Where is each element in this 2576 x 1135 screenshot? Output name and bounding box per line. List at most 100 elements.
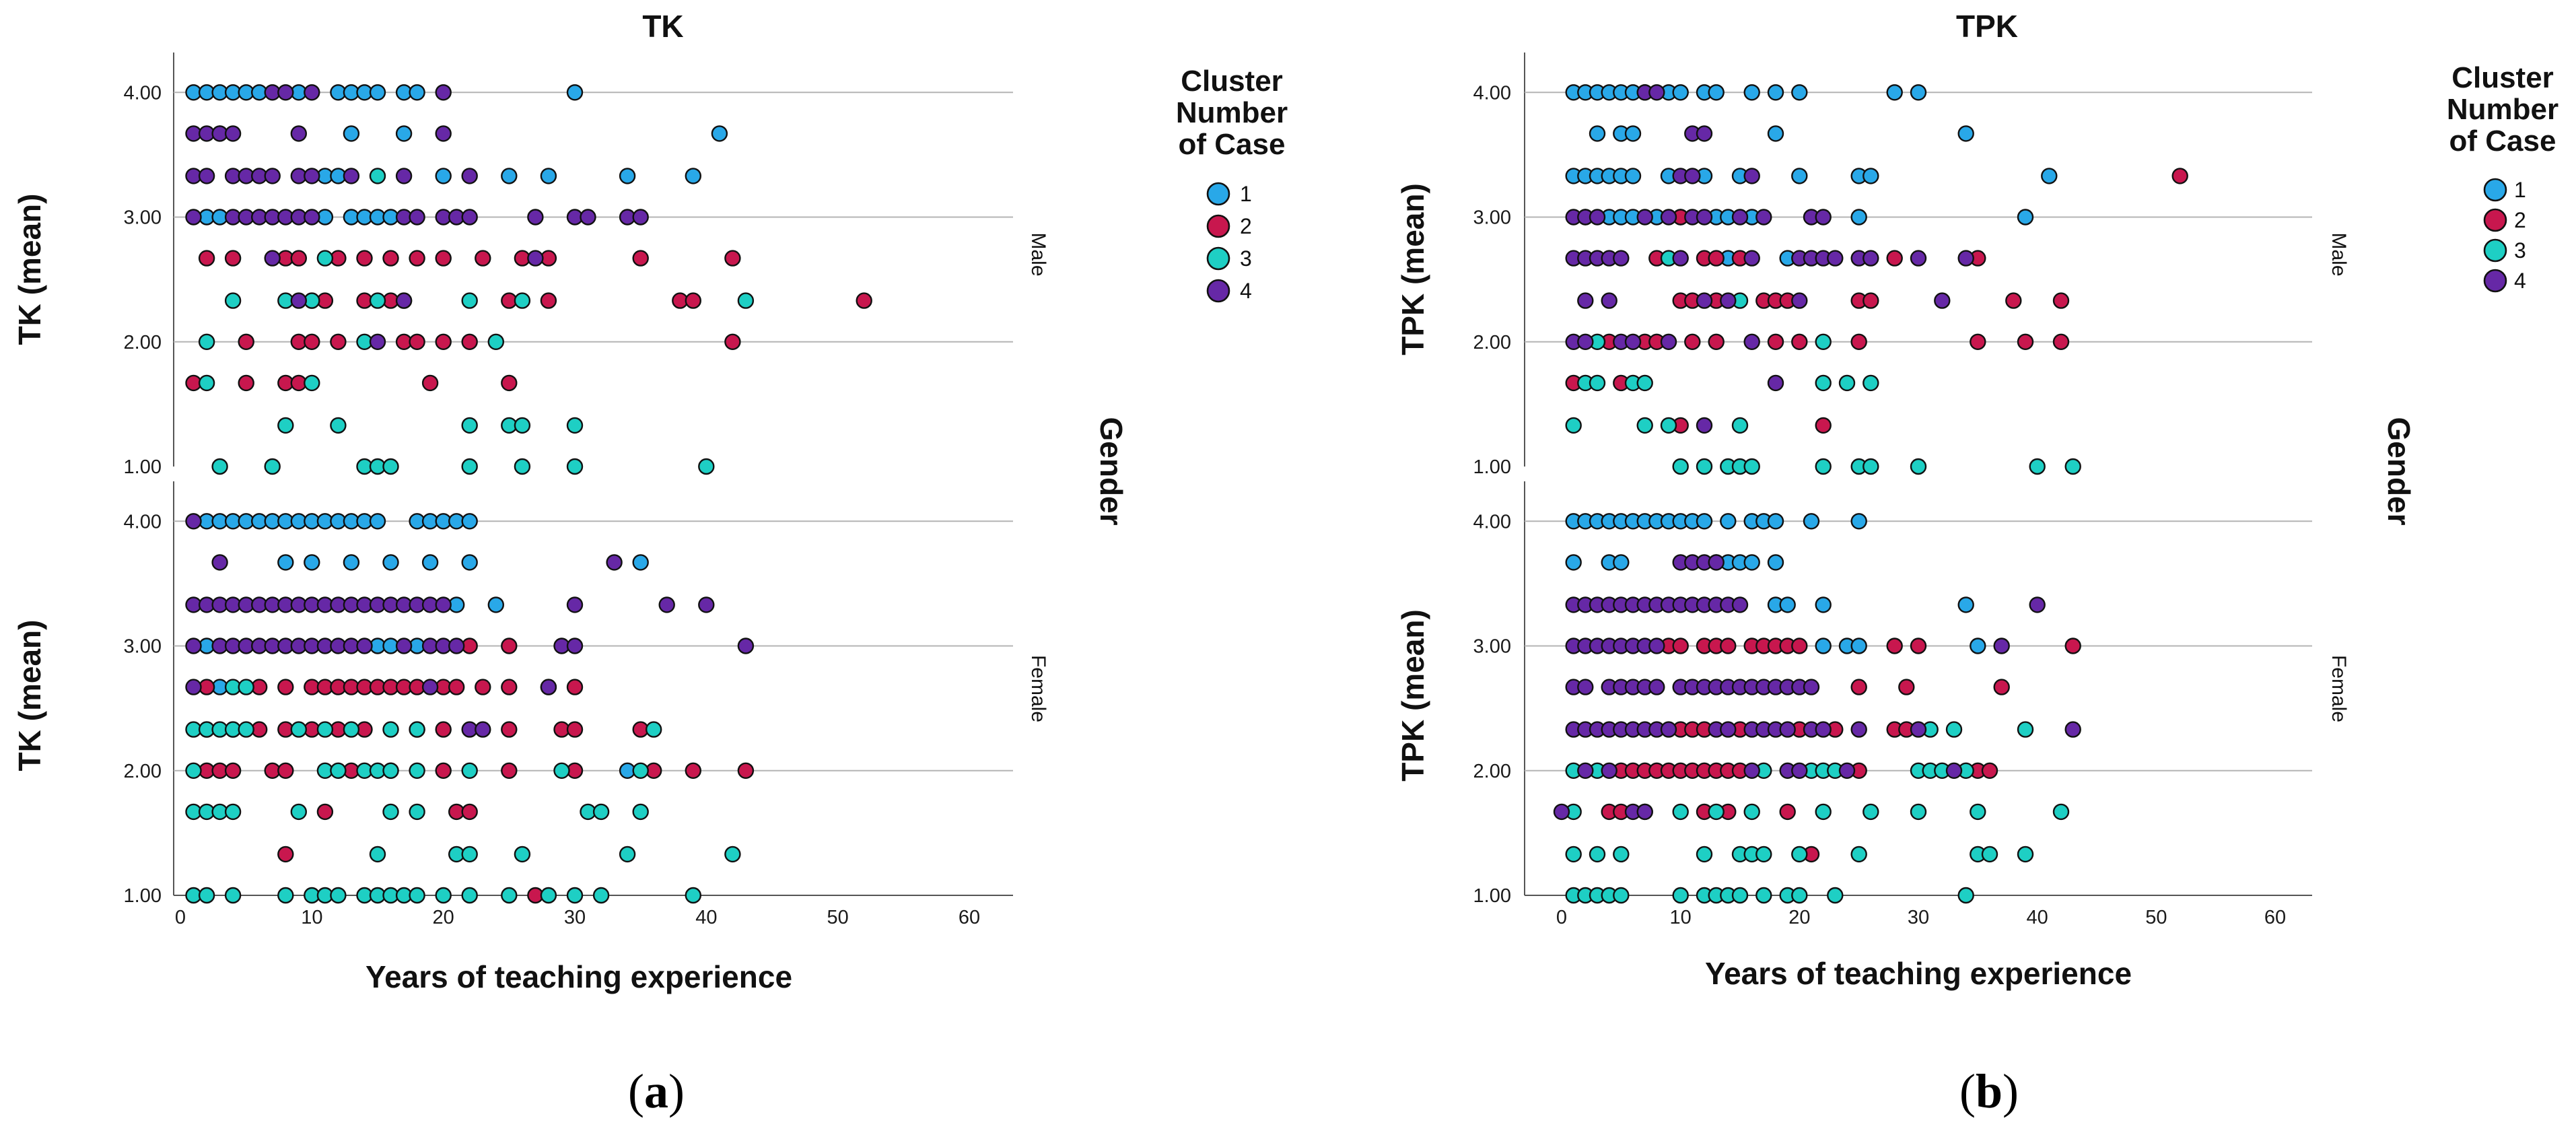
chart-b-male-point-cluster-2 — [1970, 333, 1986, 350]
chart-a-female-point-cluster-3 — [198, 887, 215, 904]
chart-a-female-point-cluster-4 — [185, 513, 202, 530]
chart-a-female-point-cluster-4 — [540, 679, 557, 695]
chart-a-female-point-cluster-3 — [330, 887, 347, 904]
chart-b-legend-title-line-1: Cluster — [2451, 61, 2554, 94]
chart-b-male-point-cluster-1 — [1957, 125, 1974, 142]
panel-label-a-open: ( — [628, 1064, 644, 1118]
chart-b-female-point-cluster-4 — [1731, 596, 1749, 613]
chart-a-legend-label-2: 2 — [1240, 214, 1252, 238]
chart-a-female-point-cluster-3 — [514, 846, 531, 863]
chart-b-x-label: Years of teaching experience — [1705, 956, 2132, 991]
chart-a-female-point-cluster-3 — [369, 846, 386, 863]
chart-a-male-point-cluster-2 — [724, 250, 741, 267]
chart-b-male-point-cluster-3 — [1672, 458, 1689, 475]
chart-b-male-point-cluster-4 — [1624, 333, 1642, 350]
chart-b-female-point-cluster-2 — [1672, 638, 1689, 654]
chart-a-male-point-cluster-1 — [501, 168, 518, 184]
chart-a-female-point-cluster-3 — [553, 762, 570, 780]
chart-b-female-point-cluster-4 — [1660, 721, 1677, 738]
chart-b-male-point-cluster-3 — [1696, 458, 1713, 475]
chart-b-male-point-cluster-4 — [1910, 250, 1927, 267]
chart-a-female-point-cluster-3 — [290, 721, 307, 738]
chart-b-male-point-cluster-4 — [1660, 209, 1677, 226]
chart-a-male-point-cluster-4 — [409, 209, 425, 226]
chart-a-male-point-cluster-4 — [185, 209, 202, 226]
chart-b-female-point-cluster-3 — [1755, 887, 1772, 904]
chart-a-female-point-cluster-4 — [737, 638, 755, 654]
chart-a-female-y-tick-label: 3.00 — [124, 636, 162, 658]
chart-a-female-point-cluster-2 — [448, 679, 465, 695]
chart-a-female-point-cluster-4 — [658, 596, 675, 613]
chart-a-female-point-cluster-3 — [566, 887, 584, 904]
chart-b-male-point-cluster-1 — [1767, 84, 1784, 101]
chart-a-male-point-cluster-4 — [461, 209, 478, 226]
chart-b-female-point-cluster-4 — [1838, 762, 1856, 780]
chart-a-female-point-cluster-1 — [461, 554, 478, 571]
chart-b-female-point-cluster-2 — [1981, 762, 1998, 780]
chart-b-x-tick-label: 30 — [1908, 907, 1929, 928]
chart-b-male-point-cluster-2 — [1863, 292, 1879, 309]
chart-b-male-point-cluster-2 — [2017, 333, 2034, 350]
chart-a-female-point-cluster-3 — [724, 846, 741, 863]
chart-b-female-point-cluster-1 — [1613, 554, 1630, 571]
chart-a-female-point-cluster-3 — [592, 803, 610, 821]
chart-b-male-point-cluster-4 — [1696, 292, 1713, 309]
chart-a-facet-label-male: Male — [1027, 232, 1049, 276]
chart-a-female-point-cluster-3 — [540, 887, 557, 904]
chart-b-male-point-cluster-4 — [1696, 125, 1713, 142]
chart-b-legend-label-2: 2 — [2514, 208, 2526, 232]
chart-b-legend-label-3: 3 — [2514, 238, 2526, 263]
chart-b-legend: Cluster Number of Case 1 2 3 4 — [2447, 61, 2558, 293]
chart-b-female-point-cluster-4 — [1577, 762, 1594, 780]
chart-b-female-point-cluster-4 — [1743, 762, 1760, 780]
chart-b-female-point-cluster-3 — [1981, 846, 1998, 863]
chart-b-female-point-cluster-4 — [1577, 679, 1594, 695]
chart-a-legend-title-line-3: of Case — [1179, 128, 1286, 161]
chart-b-female-point-cluster-4 — [1648, 638, 1665, 654]
chart-b-female-point-cluster-4 — [1553, 803, 1570, 821]
chart-a-female-point-cluster-2 — [566, 679, 584, 695]
chart-a-female-point-cluster-4 — [606, 554, 623, 571]
chart-b-legend-title-line-3: of Case — [2449, 125, 2556, 158]
chart-b-legend-swatch-3 — [2483, 238, 2507, 263]
chart-a-female-point-cluster-3 — [461, 846, 478, 863]
chart-a-female-y-tick-label: 4.00 — [124, 511, 162, 532]
chart-a-male-point-cluster-3 — [461, 458, 478, 475]
chart-a-male-point-cluster-3 — [316, 250, 334, 267]
chart-a-facet-label-female: Female — [1027, 655, 1049, 722]
chart-b-female-point-cluster-4 — [1850, 721, 1867, 738]
chart-b-male-point-cluster-3 — [1815, 374, 1832, 392]
chart-b-facet-variable: Gender — [2381, 417, 2416, 525]
chart-b-female-point-cluster-4 — [1720, 721, 1737, 738]
chart-a-male-point-cluster-2 — [409, 250, 425, 267]
chart-b-female-point-cluster-3 — [1696, 846, 1713, 863]
chart-a-male-point-cluster-3 — [277, 417, 294, 434]
chart-b-male-point-cluster-4 — [1613, 250, 1630, 267]
chart-b-male-point-cluster-3 — [1565, 417, 1582, 434]
chart-a-female-point-cluster-2 — [435, 762, 452, 780]
chart-a-male-point-cluster-4 — [395, 168, 413, 184]
chart-a-female-point-cluster-3 — [409, 803, 425, 821]
chart-a-male-point-cluster-3 — [737, 292, 755, 309]
chart-a-male-point-cluster-2 — [632, 250, 649, 267]
panel-label-a: (a) — [628, 1064, 685, 1118]
chart-a-male-point-cluster-1 — [540, 168, 557, 184]
chart-b-female-point-cluster-4 — [1708, 554, 1725, 571]
chart-b-female-point-cluster-2 — [1898, 679, 1915, 695]
chart-a-male-y-label: TK (mean) — [12, 194, 47, 345]
chart-a-male-point-cluster-3 — [369, 292, 386, 309]
chart-b-male-point-cluster-2 — [1815, 417, 1832, 434]
chart-a-male-point-cluster-3 — [566, 417, 584, 434]
chart-b-female-point-cluster-2 — [1791, 638, 1808, 654]
chart-a-female-point-cluster-3 — [290, 803, 307, 821]
chart-b-male-point-cluster-4 — [1696, 209, 1713, 226]
chart-a-female-point-cluster-1 — [632, 554, 649, 571]
chart-b-female-point-cluster-3 — [2052, 803, 2070, 821]
chart-b-male-point-cluster-4 — [1934, 292, 1951, 309]
chart-b-male-point-cluster-4 — [1743, 250, 1760, 267]
chart-a-female-point-cluster-4 — [448, 638, 465, 654]
chart-a-facet-male: 1.00 2.00 3.00 4.00 Male — [124, 53, 1049, 478]
chart-b-male-point-cluster-4 — [1743, 168, 1760, 184]
chart-a-male-point-cluster-1 — [685, 168, 702, 184]
chart-a-female-point-cluster-3 — [316, 721, 334, 738]
